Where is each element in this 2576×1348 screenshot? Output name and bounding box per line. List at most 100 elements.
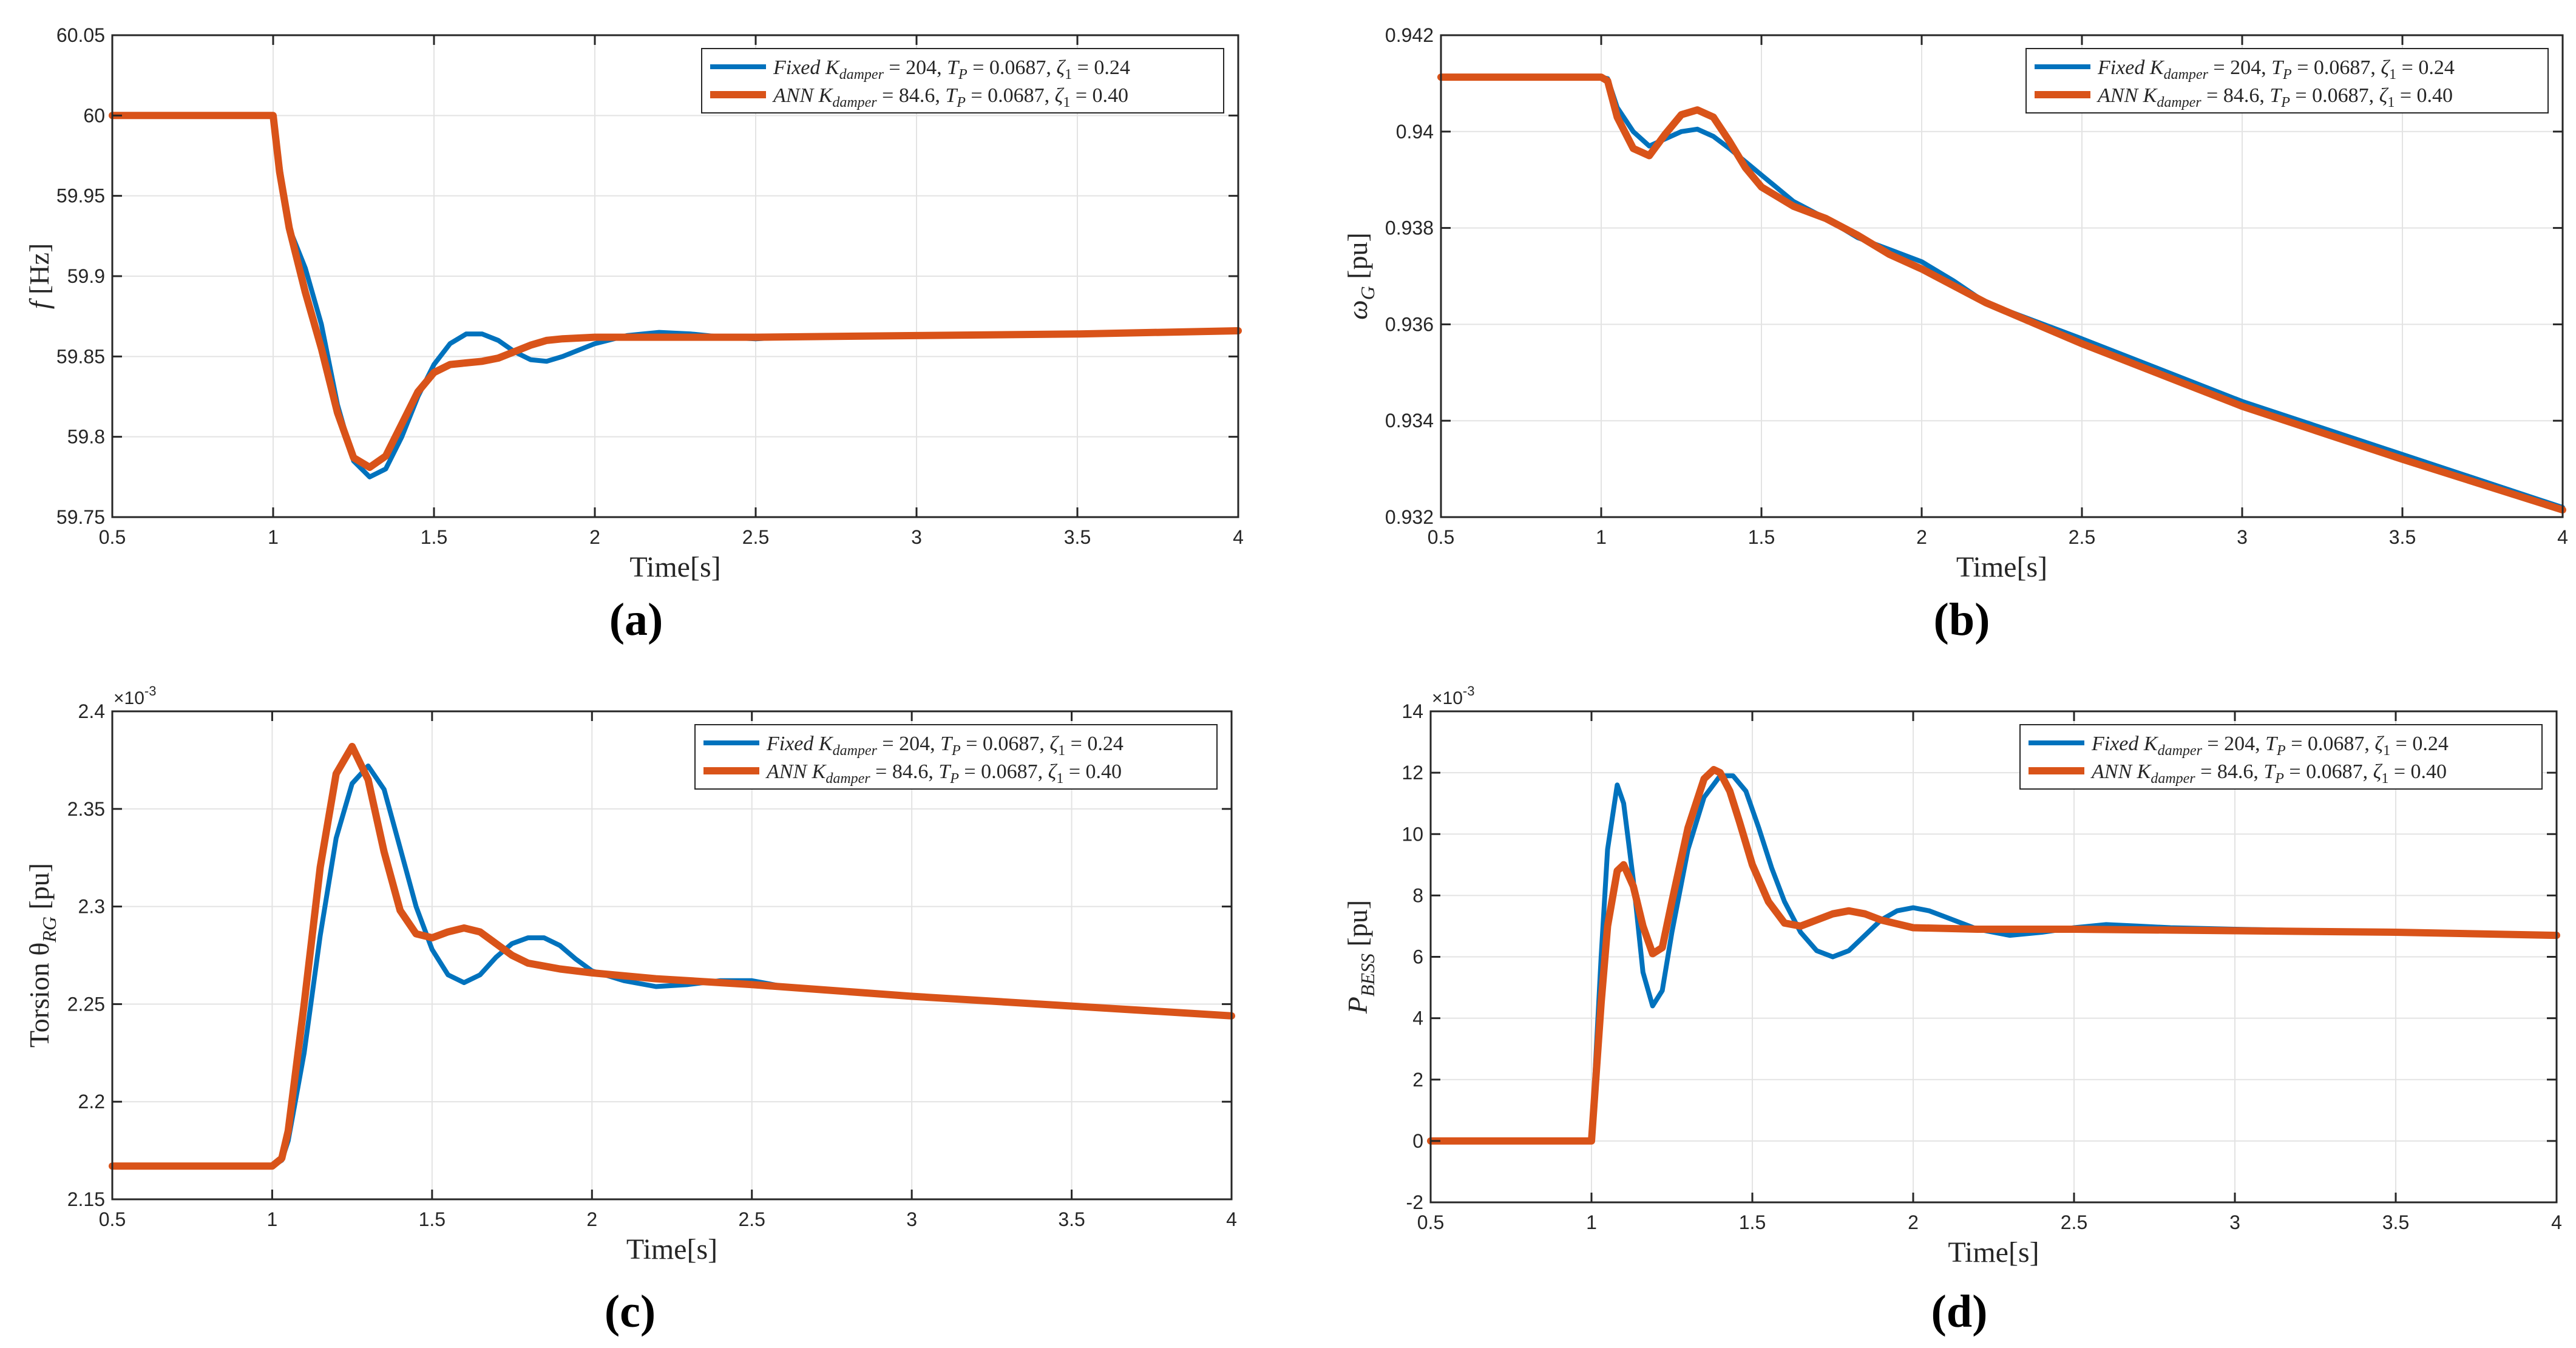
legend-entry-ann: ANN Kdamper = 84.6, TP = 0.0687, ζ1 = 0.… [2090, 760, 2447, 787]
legend-entry-ann: ANN Kdamper = 84.6, TP = 0.0687, ζ1 = 0.… [772, 84, 1128, 110]
legend: Fixed Kdamper = 204, TP = 0.0687, ζ1 = 0… [701, 48, 1224, 113]
axes-frame [1440, 34, 2564, 518]
series-line-ann [1427, 766, 2560, 1145]
legend: Fixed Kdamper = 204, TP = 0.0687, ζ1 = 0… [2019, 724, 2543, 790]
chart-a: 0.5 1 1.5 2 2.5 3 3.5 4 59.75 59.8 59.85 59.9 59.95 6… [24, 24, 1244, 583]
legend-entry-fixed: Fixed Kdamper = 204, TP = 0.0687, ζ1 = 0… [773, 56, 1130, 83]
x-tick-label: 3 [2229, 1211, 2240, 1233]
legend-box [694, 724, 1218, 790]
chart-c: 0.5 1 1.5 2 2.5 3 3.5 4 2.15 2.2 2.25 2.3 2.35 2.4 ×10… [24, 683, 1237, 1265]
y-tick-label: 0.942 [1385, 24, 1434, 46]
y-tick-label: 0.934 [1385, 410, 1434, 432]
y-tick-label: 59.8 [67, 426, 105, 448]
y-exponent-label: ×10-3 [114, 683, 156, 708]
x-axis-label: Time[s] [626, 1233, 717, 1265]
y-axis-label: PBESS [pu] [1342, 900, 1378, 1014]
x-tick-label: 0.5 [99, 1208, 126, 1230]
series-line-fixed [110, 764, 1234, 1169]
x-tick-label: 3.5 [1064, 526, 1091, 548]
y-tick-label: 59.9 [67, 265, 105, 287]
y-tick-label: 8 [1412, 884, 1423, 906]
x-tick-label: 1 [1586, 1211, 1597, 1233]
y-tick-label: 60 [83, 104, 105, 126]
x-axis-label: Time[s] [629, 551, 720, 583]
y-tick-label: -2 [1406, 1191, 1423, 1213]
series-line-fixed [1428, 773, 2559, 1143]
x-tick-label: 3 [906, 1208, 917, 1230]
y-axis-label: ωG [pu] [1342, 232, 1378, 320]
y-tick-label: 2.15 [67, 1188, 105, 1210]
legend-box [701, 48, 1224, 113]
x-tick-label: 1.5 [1739, 1211, 1766, 1233]
y-tick-label: 0.932 [1385, 506, 1434, 528]
series-line-fixed [1439, 75, 2565, 510]
x-tick-label: 3.5 [2389, 526, 2416, 548]
y-tick-label: 2.35 [67, 798, 105, 820]
x-tick-label: 2 [589, 526, 600, 548]
axes-frame [111, 710, 1233, 1201]
x-tick-label: 2.5 [2069, 526, 2095, 548]
y-tick-label: 6 [1412, 946, 1423, 968]
y-tick-label: 59.85 [56, 345, 105, 367]
x-tick-label: 1.5 [419, 1208, 446, 1230]
y-tick-label: 0.938 [1385, 217, 1434, 239]
x-tick-label: 1.5 [421, 526, 447, 548]
x-tick-label: 2.5 [2061, 1211, 2087, 1233]
y-exponent-label: ×10-3 [1432, 683, 1474, 708]
y-tick-label: 2 [1412, 1069, 1423, 1091]
x-tick-label: 4 [1226, 1208, 1237, 1230]
x-tick-label: 4 [1233, 526, 1244, 548]
x-tick-label: 0.5 [1428, 526, 1454, 548]
panel-label-c: (c) [604, 1286, 656, 1337]
chart-d: 0.5 1 1.5 2 2.5 3 3.5 4 -2 0 2 4 6 8 10 12 14 ×10-3 Time[s… [1342, 683, 2562, 1268]
legend-box [2019, 724, 2543, 790]
y-tick-label: 12 [1402, 762, 1423, 784]
y-axis-label: Torsion θRG [pu] [24, 863, 60, 1048]
x-tick-label: 1 [1596, 526, 1607, 548]
x-tick-label: 2 [1908, 1211, 1919, 1233]
x-tick-label: 1 [267, 1208, 278, 1230]
series-line-ann [109, 112, 1242, 471]
panel-label-d: (d) [1931, 1286, 1988, 1337]
x-axis-label: Time[s] [1948, 1236, 2039, 1268]
y-tick-label: 2.4 [78, 700, 105, 722]
x-tick-label: 3.5 [2382, 1211, 2409, 1233]
y-tick-label: 2.3 [78, 896, 105, 918]
y-tick-label: 60.05 [56, 24, 105, 46]
y-tick-label: 2.2 [78, 1091, 105, 1113]
legend: Fixed Kdamper = 204, TP = 0.0687, ζ1 = 0… [694, 724, 1218, 790]
x-tick-label: 3.5 [1058, 1208, 1085, 1230]
x-tick-label: 1 [268, 526, 279, 548]
y-tick-label: 2.25 [67, 993, 105, 1015]
legend-entry-ann: ANN Kdamper = 84.6, TP = 0.0687, ζ1 = 0.… [765, 760, 1122, 787]
series-line-ann [109, 742, 1235, 1170]
y-tick-label: 0.936 [1385, 313, 1434, 335]
x-tick-label: 4 [2551, 1211, 2562, 1233]
legend-entry-ann: ANN Kdamper = 84.6, TP = 0.0687, ζ1 = 0.… [2096, 84, 2453, 110]
y-tick-label: 59.95 [56, 185, 105, 207]
x-tick-label: 0.5 [99, 526, 126, 548]
legend-entry-fixed: Fixed Kdamper = 204, TP = 0.0687, ζ1 = 0… [2091, 733, 2449, 759]
y-tick-label: 0.94 [1396, 121, 1434, 143]
x-tick-label: 2.5 [742, 526, 769, 548]
legend-box [2025, 48, 2549, 113]
panel-label-b: (b) [1933, 594, 1990, 645]
x-tick-label: 0.5 [1417, 1211, 1444, 1233]
x-axis-label: Time[s] [1956, 551, 2047, 583]
y-tick-label: 4 [1412, 1008, 1423, 1029]
legend-entry-fixed: Fixed Kdamper = 204, TP = 0.0687, ζ1 = 0… [766, 733, 1124, 759]
x-tick-label: 4 [2557, 526, 2568, 548]
x-tick-label: 2 [1916, 526, 1927, 548]
x-tick-label: 3 [911, 526, 922, 548]
x-tick-label: 2.5 [738, 1208, 765, 1230]
legend-entry-fixed: Fixed Kdamper = 204, TP = 0.0687, ζ1 = 0… [2097, 56, 2455, 83]
y-tick-label: 59.75 [56, 506, 105, 528]
legend: Fixed Kdamper = 204, TP = 0.0687, ζ1 = 0… [2025, 48, 2549, 113]
y-axis-label: f [Hz] [24, 243, 55, 310]
y-tick-label: 14 [1402, 700, 1423, 722]
x-tick-label: 3 [2237, 526, 2248, 548]
y-tick-label: 0 [1412, 1130, 1423, 1152]
x-tick-label: 2 [586, 1208, 597, 1230]
series-line-ann [1437, 73, 2566, 514]
